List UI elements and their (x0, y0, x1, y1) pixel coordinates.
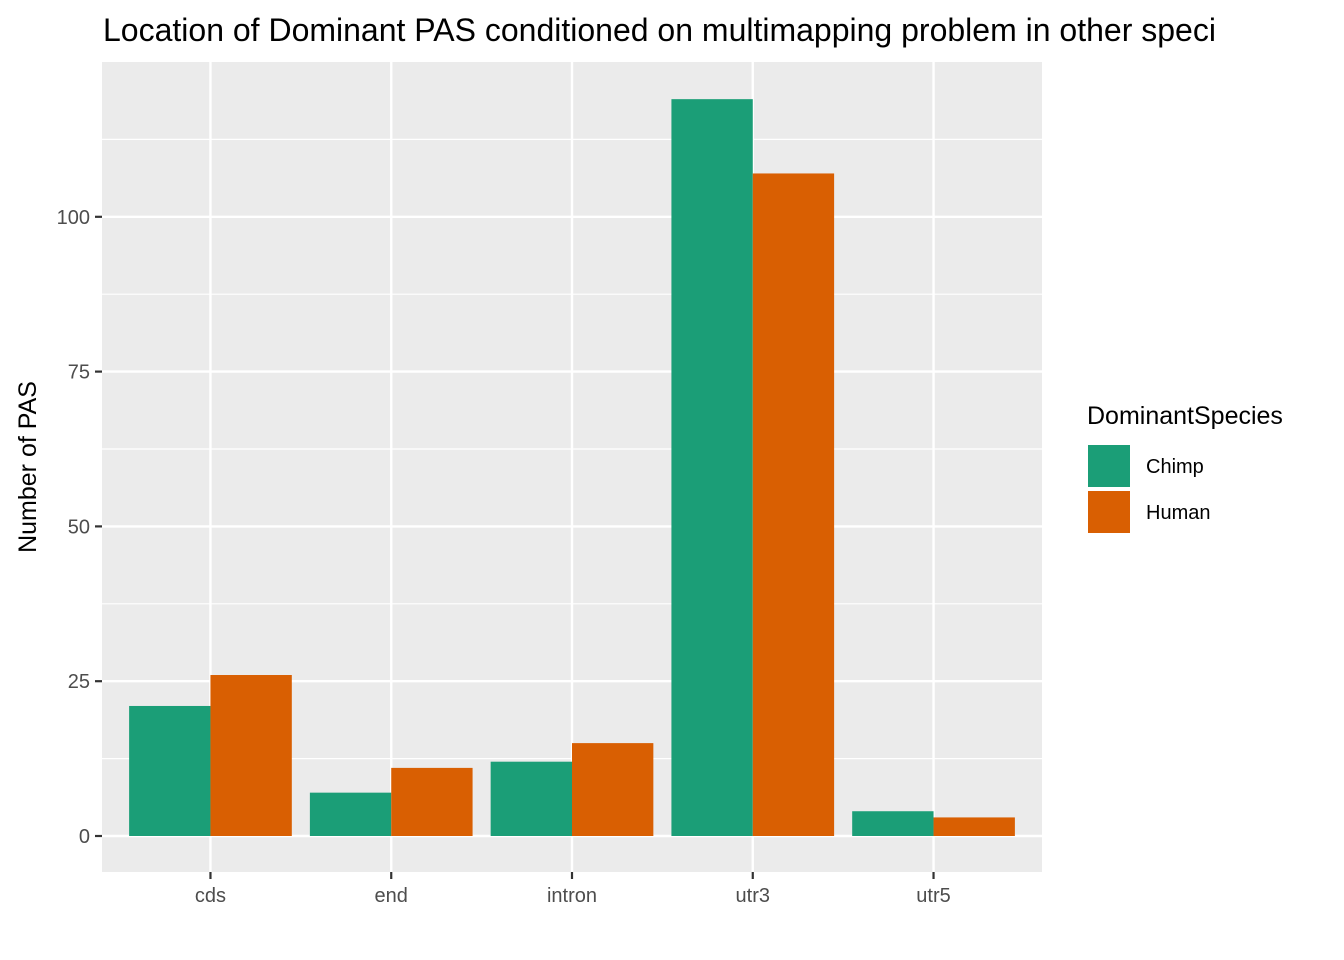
y-tick-label: 100 (57, 207, 90, 229)
bar-chimp-cds (129, 705, 211, 836)
x-tick-label: utr5 (916, 885, 950, 907)
bar-human-intron (572, 743, 654, 836)
bar-chimp-utr3 (671, 99, 753, 837)
legend-label-chimp: Chimp (1146, 456, 1204, 478)
bar-human-utr5 (933, 817, 1015, 836)
bars (129, 99, 1015, 837)
bar-chimp-end (309, 792, 392, 836)
bar-chimp-intron (490, 761, 572, 836)
x-tick-label: cds (195, 885, 226, 907)
bar-human-end (391, 767, 473, 836)
legend-items: Chimp Human (1088, 445, 1210, 533)
legend-key-human (1088, 491, 1130, 533)
y-axis: 0 25 50 75 100 (57, 207, 102, 848)
legend-title: DominantSpecies (1087, 402, 1283, 430)
y-axis-title: Number of PAS (14, 381, 42, 553)
bar-human-cds (210, 675, 292, 836)
y-tick-label: 50 (68, 516, 90, 538)
y-tick-label: 0 (79, 826, 90, 848)
x-axis: cds end intron utr3 utr5 (195, 872, 951, 907)
legend-label-human: Human (1146, 502, 1210, 524)
bar-human-utr3 (752, 173, 835, 836)
bar-chimp-utr5 (852, 811, 934, 836)
chart-title: Location of Dominant PAS conditioned on … (103, 12, 1216, 48)
x-tick-label: utr3 (736, 885, 770, 907)
x-tick-label: intron (547, 885, 597, 907)
legend-key-chimp (1088, 445, 1130, 487)
y-tick-label: 75 (68, 362, 90, 384)
legend: DominantSpecies Chimp Human (1087, 402, 1283, 533)
y-tick-label: 25 (68, 671, 90, 693)
x-tick-label: end (375, 885, 408, 907)
